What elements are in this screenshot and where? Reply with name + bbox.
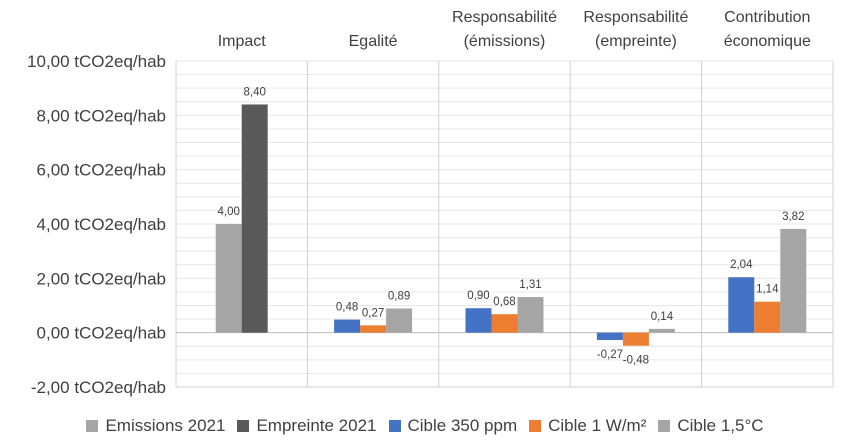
legend-item: Cible 1 W/m² xyxy=(529,416,646,436)
data-label: -0,27 xyxy=(597,349,623,361)
y-tick-label: 2,00 tCO2eq/hab xyxy=(37,269,166,288)
legend: Emissions 2021 Empreinte 2021 Cible 350 pp… xyxy=(0,412,850,440)
category-label: Impact xyxy=(218,33,267,50)
data-label: 8,40 xyxy=(244,86,266,98)
data-label: 1,31 xyxy=(519,279,541,291)
data-label: 0,89 xyxy=(388,290,410,302)
bar-chart: 10,00 tCO2eq/hab 8,00 tCO2eq/hab 6,00 tCO2… xyxy=(27,9,834,397)
data-label: 0,14 xyxy=(651,311,674,323)
data-label: 0,27 xyxy=(362,307,384,319)
category-label: Contribution xyxy=(724,9,810,26)
bar xyxy=(728,277,755,333)
bars xyxy=(215,104,807,346)
y-tick-label: 8,00 tCO2eq/hab xyxy=(37,106,166,125)
legend-swatch xyxy=(388,420,401,432)
bar xyxy=(360,325,387,333)
y-tick-label: 10,00 tCO2eq/hab xyxy=(27,52,166,71)
category-headers: Impact Egalité Responsabilité (émissions) Re… xyxy=(218,9,811,50)
bar xyxy=(386,308,413,333)
data-label: 4,00 xyxy=(218,206,240,218)
category-label: Responsabilité xyxy=(583,9,688,26)
bar xyxy=(517,297,544,333)
category-label: (émissions) xyxy=(464,33,546,50)
bar xyxy=(465,308,492,333)
bar xyxy=(491,314,518,333)
category-label: Egalité xyxy=(349,33,398,50)
y-tick-label: 0,00 tCO2eq/hab xyxy=(37,324,166,343)
data-label: 0,48 xyxy=(336,302,358,314)
legend-label: Emissions 2021 xyxy=(105,416,226,435)
category-label: Responsabilité xyxy=(452,9,557,26)
bar xyxy=(334,319,361,333)
legend-item: Emissions 2021 xyxy=(86,416,225,436)
legend-swatch xyxy=(237,420,250,432)
y-tick-label: 6,00 tCO2eq/hab xyxy=(37,161,166,180)
y-axis: 10,00 tCO2eq/hab 8,00 tCO2eq/hab 6,00 tCO2… xyxy=(27,52,166,397)
category-label: (empreinte) xyxy=(595,33,677,50)
y-tick-label: 4,00 tCO2eq/hab xyxy=(37,215,166,234)
legend-item: Empreinte 2021 xyxy=(237,416,377,436)
legend-swatch xyxy=(86,420,99,432)
data-label: 0,90 xyxy=(467,290,489,302)
bar xyxy=(754,301,781,333)
legend-item: Cible 1,5°C xyxy=(658,416,764,436)
data-label: -0,48 xyxy=(623,355,649,367)
y-tick-label: -2,00 tCO2eq/hab xyxy=(31,378,166,397)
data-label: 0,68 xyxy=(493,296,515,308)
legend-label: Cible 1 W/m² xyxy=(548,416,647,435)
bar xyxy=(596,332,623,341)
bar xyxy=(780,228,807,333)
bar xyxy=(648,328,675,333)
legend-label: Empreinte 2021 xyxy=(256,416,377,435)
data-label: 2,04 xyxy=(730,259,753,271)
gridlines xyxy=(175,60,834,388)
bar xyxy=(622,332,649,346)
legend-label: Cible 1,5°C xyxy=(677,416,764,435)
data-labels: 4,00 8,40 0,48 0,27 0,89 0,90 0,68 1,31 -0,27 -0,… xyxy=(218,86,805,366)
legend-swatch xyxy=(658,420,671,432)
legend-label: Cible 350 ppm xyxy=(407,416,518,435)
category-label: économique xyxy=(724,33,811,50)
legend-item: Cible 350 ppm xyxy=(388,416,518,436)
data-label: 1,14 xyxy=(756,284,779,296)
data-label: 3,82 xyxy=(782,211,804,223)
bar xyxy=(241,104,268,333)
legend-swatch xyxy=(529,420,542,432)
bar xyxy=(215,224,242,333)
